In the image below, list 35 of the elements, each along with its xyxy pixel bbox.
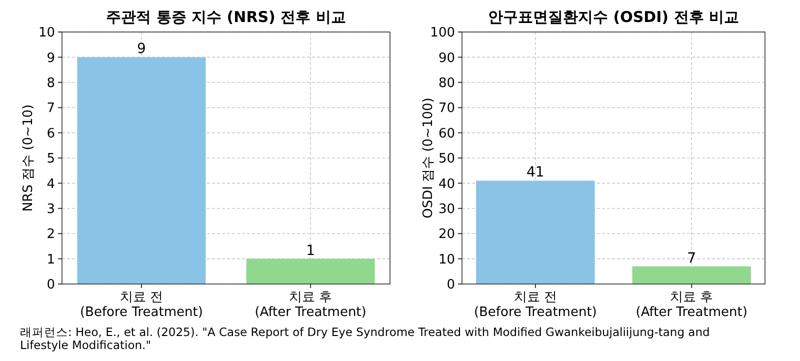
y-tick-label: 50 xyxy=(438,152,455,167)
y-tick-label: 0 xyxy=(46,278,55,293)
y-tick-label: 8 xyxy=(46,76,55,91)
x-tick-label: 치료 전 (Before Treatment) xyxy=(474,290,597,320)
y-tick-label: 100 xyxy=(430,26,455,41)
y-tick-label: 70 xyxy=(438,101,455,116)
y-tick-label: 2 xyxy=(46,227,55,242)
y-tick-label: 0 xyxy=(446,278,455,293)
x-tick-label: 치료 후 (After Treatment) xyxy=(636,290,748,320)
y-tick-label: 3 xyxy=(46,202,55,217)
y-tick-label: 4 xyxy=(46,176,55,192)
y-tick-label: 1 xyxy=(46,252,55,268)
y-tick-label: 20 xyxy=(438,227,455,242)
y-tick-label: 10 xyxy=(438,252,455,268)
x-tick-label: 치료 후 (After Treatment) xyxy=(254,290,366,320)
y-tick-label: 5 xyxy=(46,152,55,167)
y-tick-label: 80 xyxy=(438,76,455,91)
data-label: 41 xyxy=(526,164,544,181)
y-axis-title: OSDI 점수 (0~100) xyxy=(421,98,436,218)
y-tick-label: 60 xyxy=(438,126,455,142)
y-tick-label: 9 xyxy=(46,50,55,66)
y-tick-label: 6 xyxy=(46,126,55,142)
chart-title: 안구표면질환지수 (OSDI) 전후 비교 xyxy=(488,8,739,26)
x-tick-label: 치료 전 (Before Treatment) xyxy=(80,290,203,320)
y-tick-label: 10 xyxy=(38,26,55,41)
y-tick-label: 90 xyxy=(438,50,455,66)
data-label: 9 xyxy=(137,41,146,58)
data-label: 1 xyxy=(306,242,315,259)
y-tick-label: 30 xyxy=(438,202,455,217)
text: 래퍼런스: Heo, E., et al. (2025). "A Case Report of Dry Eye Syndrome Treated with Modified Gwankeibujaliijung-tang and Lifestyle Modification." xyxy=(20,325,710,352)
chart-title: 주관적 통증 지수 (NRS) 전후 비교 xyxy=(106,8,346,26)
y-tick-label: 7 xyxy=(46,101,55,116)
data-label: 7 xyxy=(687,250,696,266)
y-tick-label: 40 xyxy=(438,176,455,192)
y-axis-title: NRS 점수 (0~10) xyxy=(21,104,36,212)
